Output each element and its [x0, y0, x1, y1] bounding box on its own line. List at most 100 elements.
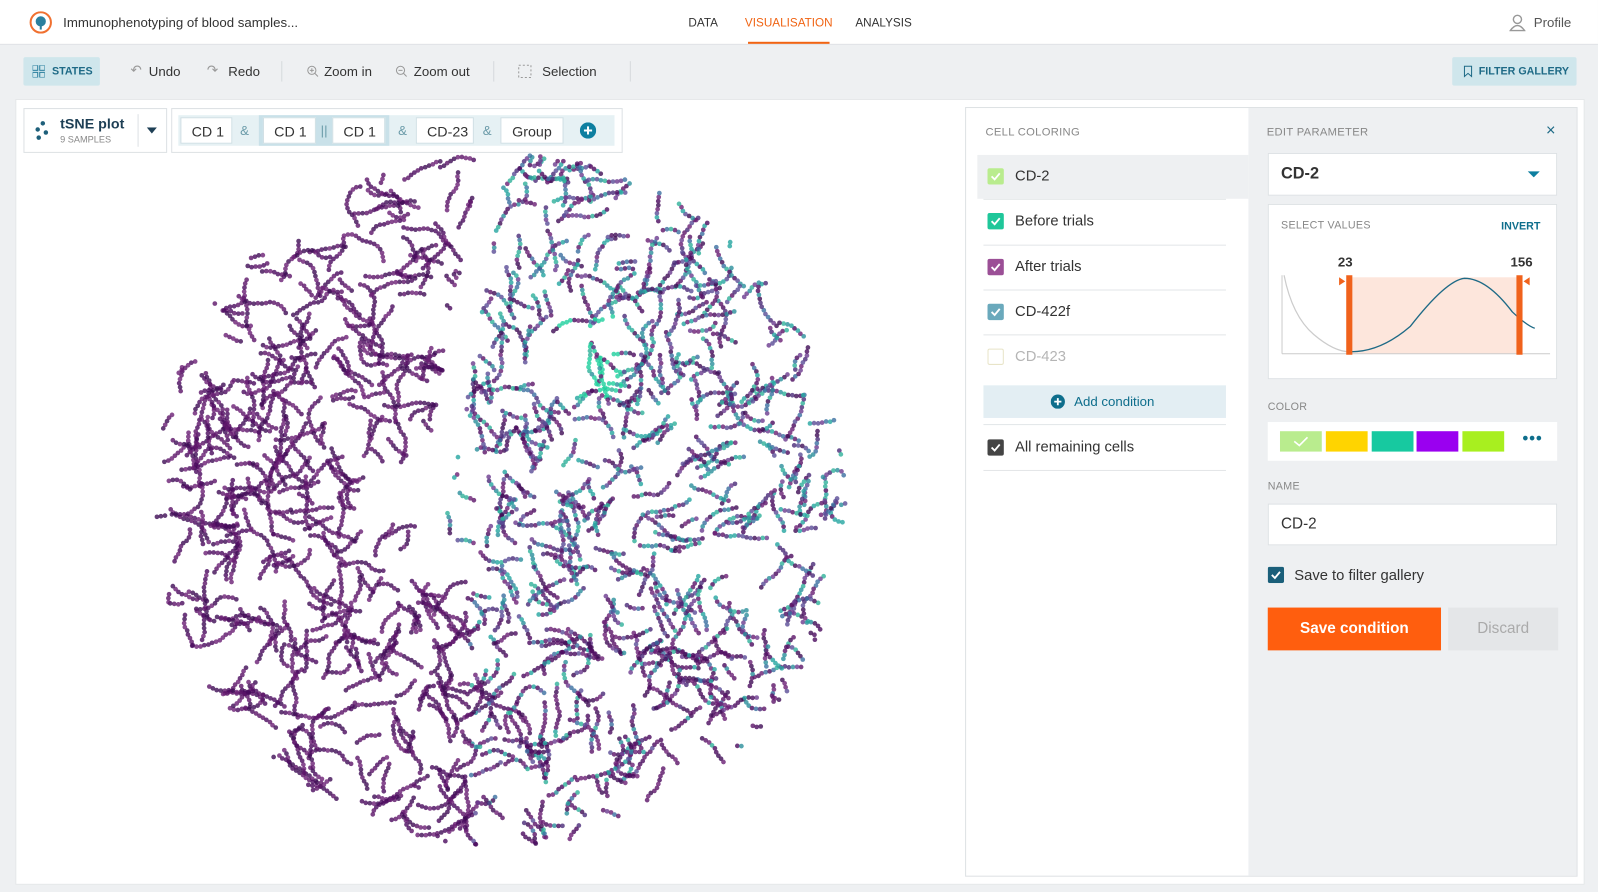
selection[interactable]: Selection: [542, 63, 597, 80]
cell-dot: [175, 602, 181, 607]
cell-dot: [402, 809, 408, 814]
cell-dot: [321, 675, 326, 681]
cell-dot: [154, 514, 160, 520]
cell-dot: [646, 661, 652, 666]
cell-dot: [487, 692, 492, 698]
cell-dot: [408, 523, 414, 528]
cell-dot: [437, 658, 443, 663]
cell-dot: [609, 236, 614, 242]
cell-dot: [346, 209, 352, 215]
cell-dot: [573, 516, 579, 522]
tsne-plot[interactable]: [15, 99, 963, 883]
cell-dot: [263, 428, 269, 433]
redo[interactable]: Redo: [228, 63, 260, 80]
zoom-in[interactable]: Zoom in: [324, 63, 372, 80]
cell-dot: [757, 296, 763, 302]
filter-gallery-button[interactable]: [1452, 57, 1577, 86]
cell-dot: [560, 629, 565, 635]
cell-dot: [741, 294, 747, 300]
cell-dot: [764, 402, 770, 408]
cell-dot: [272, 379, 277, 384]
cell-dot: [454, 694, 459, 700]
cell-dot: [673, 634, 679, 639]
cell-dot: [823, 419, 829, 424]
cell-dot: [497, 311, 503, 317]
cell-dot: [325, 720, 331, 726]
cell-dot: [471, 415, 477, 420]
cell-dot: [266, 542, 271, 548]
cell-dot: [390, 670, 396, 676]
cell-dot: [350, 187, 356, 192]
cell-dot: [271, 754, 276, 760]
cell-dot: [612, 236, 618, 241]
cell-dot: [678, 241, 684, 247]
cell-dot: [202, 388, 208, 394]
cell-dot: [272, 703, 278, 709]
cell-dot: [749, 642, 755, 647]
cell-dot: [283, 710, 288, 716]
cell-dot: [650, 555, 656, 560]
cell-dot: [204, 418, 210, 424]
cell-dot: [561, 541, 566, 547]
zoom-out[interactable]: Zoom out: [413, 63, 470, 80]
cell-dot: [703, 328, 709, 333]
cell-dot: [452, 773, 457, 778]
undo[interactable]: Undo: [148, 63, 181, 80]
cell-dot: [178, 544, 184, 549]
nav-item[interactable]: VISUALISATION: [744, 17, 833, 30]
cell-dot: [329, 612, 335, 617]
cell-dot: [367, 771, 372, 777]
states-button[interactable]: [23, 57, 100, 86]
cell-dot: [298, 452, 304, 458]
cell-dot: [169, 456, 175, 461]
cell-dot: [240, 411, 246, 417]
cell-dot: [630, 773, 636, 779]
cell-dot: [764, 664, 769, 669]
profile-icon[interactable]: [1509, 14, 1526, 32]
cell-dot: [732, 609, 737, 614]
cell-dot: [718, 460, 724, 465]
cell-dot: [323, 246, 328, 252]
cell-dot: [486, 527, 492, 533]
cell-dot: [305, 508, 311, 514]
cell-dot: [552, 251, 558, 257]
cell-dot: [468, 772, 474, 778]
cell-dot: [360, 210, 365, 216]
cell-dot: [682, 616, 688, 622]
cell-dot: [823, 492, 829, 497]
cell-dot: [822, 484, 828, 489]
cell-dot: [437, 662, 442, 667]
cell-dot: [415, 168, 421, 173]
nav-item[interactable]: ANALYSIS: [855, 17, 912, 30]
cell-dot: [778, 565, 784, 570]
cell-dot: [491, 641, 497, 646]
cell-dot: [340, 502, 346, 508]
cell-dot: [500, 489, 506, 494]
cell-dot: [490, 606, 496, 612]
cell-dot: [512, 288, 518, 294]
cell-dot: [536, 307, 542, 313]
cell-dot: [321, 623, 327, 629]
cell-dot: [564, 811, 570, 816]
cell-dot: [478, 445, 484, 450]
cell-dot: [636, 592, 642, 598]
cell-dot: [504, 442, 510, 448]
cell-dot: [571, 829, 577, 835]
cell-dot: [811, 586, 816, 592]
cell-dot: [749, 285, 755, 290]
cell-dot: [375, 452, 381, 457]
cell-dot: [297, 508, 303, 513]
cell-dot: [547, 433, 553, 439]
cell-dot: [379, 629, 385, 634]
cell-dot: [760, 535, 766, 541]
cell-dot: [740, 529, 746, 535]
cell-dot: [273, 437, 279, 443]
cell-dot: [416, 707, 422, 712]
logo[interactable]: [29, 11, 52, 34]
cell-dot: [640, 630, 646, 636]
profile[interactable]: Profile: [1533, 14, 1572, 31]
cell-dot: [405, 353, 410, 359]
cell-dot: [433, 159, 439, 165]
nav-item[interactable]: DATA: [688, 17, 718, 30]
cell-dot: [777, 448, 783, 453]
